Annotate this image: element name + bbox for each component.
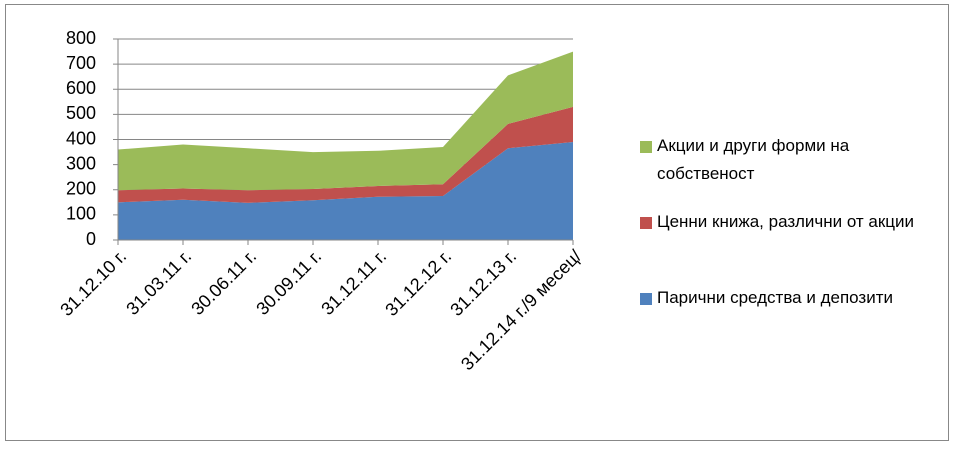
legend-swatch	[640, 293, 652, 305]
legend-line: Парични средства и депозити	[657, 288, 893, 307]
y-tick-label: 200	[66, 179, 96, 199]
legend-swatch	[640, 217, 652, 229]
y-tick-label: 800	[66, 28, 96, 48]
legend-label: Ценни книжа, различни от акции	[657, 212, 914, 231]
y-tick-label: 500	[66, 103, 96, 123]
y-tick-label: 600	[66, 78, 96, 98]
area	[118, 51, 573, 191]
y-tick-label: 700	[66, 53, 96, 73]
legend-line: Акции и други форми на	[657, 136, 850, 155]
area	[118, 106, 573, 203]
y-tick-label: 300	[66, 153, 96, 173]
legend-label: Акции и други форми на собственост	[657, 136, 850, 183]
legend-line: собственост	[657, 164, 755, 183]
legend-line: Ценни книжа, различни от акции	[657, 212, 914, 231]
legend-swatch	[640, 141, 652, 153]
y-tick-label: 0	[86, 229, 96, 249]
area	[118, 142, 573, 240]
y-tick-label: 400	[66, 128, 96, 148]
legend-label: Парични средства и депозити	[657, 288, 893, 307]
y-tick-label: 100	[66, 204, 96, 224]
